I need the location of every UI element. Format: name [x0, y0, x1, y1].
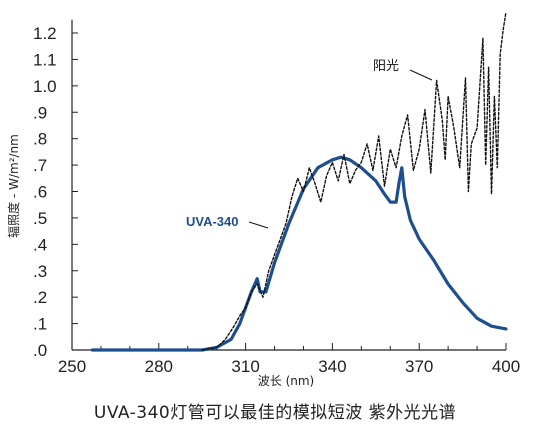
y-tick-label: .7	[33, 156, 47, 175]
y-tick-label: .0	[33, 341, 47, 360]
uva340-leader-line	[248, 221, 269, 229]
x-tick-label: 280	[145, 357, 173, 376]
x-axis-title: 波长 (nm)	[258, 374, 314, 388]
x-tick-label: 370	[405, 357, 433, 376]
series-layer	[90, 11, 508, 352]
sunlight-leader-line	[409, 69, 433, 81]
x-axis: 250 280 310 340 370 400	[58, 343, 520, 376]
annotations: 阳光 UVA-340	[186, 59, 433, 229]
y-tick-label: .9	[33, 103, 47, 122]
y-axis-title: 辐照度 - W/m²/nm	[6, 134, 21, 238]
y-tick-label: 1.1	[33, 50, 57, 69]
x-tick-label: 400	[492, 357, 520, 376]
y-tick-label: .5	[33, 209, 47, 228]
x-tick-label: 340	[318, 357, 346, 376]
y-axis: .0 .1 .2 .3 .4 .5 .6 .7 .8 .9 1.0 1.1 1.2	[33, 19, 78, 360]
y-tick-label: .3	[33, 262, 47, 281]
y-tick-label: 1.0	[33, 77, 57, 96]
figure-caption: UVA-340灯管可以最佳的模拟短波 紫外光光谱	[93, 403, 457, 423]
y-tick-label: .6	[33, 183, 47, 202]
y-tick-label: .2	[33, 288, 47, 307]
uva340-series-line	[90, 155, 508, 352]
y-tick-label: .1	[33, 315, 47, 334]
y-tick-label: .8	[33, 130, 47, 149]
uva340-series-label: UVA-340	[186, 214, 239, 229]
y-tick-label: .4	[33, 235, 47, 254]
x-tick-label: 310	[231, 357, 259, 376]
x-tick-label: 250	[58, 357, 86, 376]
y-tick-label: 1.2	[33, 24, 57, 43]
sunlight-series-line	[201, 11, 507, 351]
sunlight-series-label: 阳光	[373, 59, 399, 74]
